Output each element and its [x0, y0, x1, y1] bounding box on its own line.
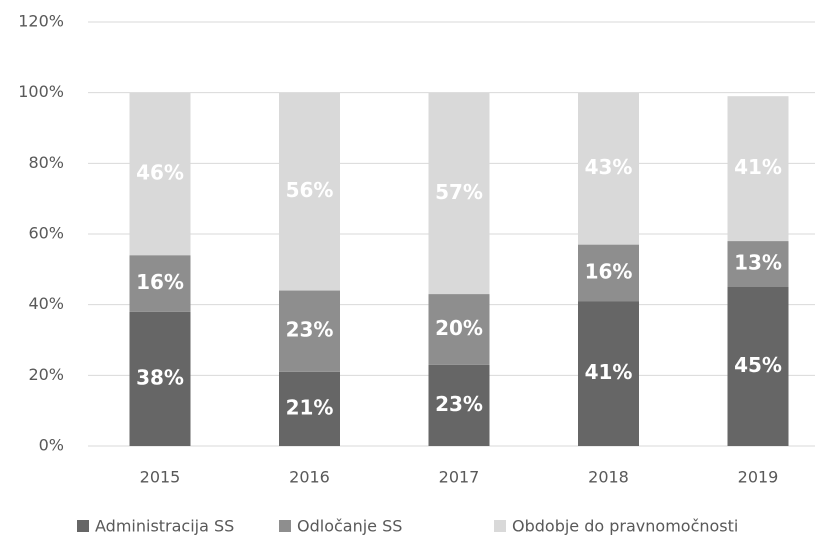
- bar-segment: [578, 244, 639, 302]
- data-label: 21%: [286, 395, 334, 419]
- legend-label: Odločanje SS: [297, 517, 402, 536]
- y-tick-label: 0%: [39, 436, 64, 455]
- data-label: 43%: [585, 155, 633, 179]
- x-tick-label: 2015: [140, 468, 181, 487]
- data-label: 38%: [136, 365, 184, 389]
- y-tick-label: 100%: [18, 82, 64, 101]
- bar-segment: [428, 364, 490, 446]
- bar-segment: [279, 290, 340, 372]
- legend-swatch: [279, 520, 291, 532]
- data-label: 13%: [734, 251, 782, 275]
- data-label: 46%: [136, 160, 184, 184]
- data-label: 45%: [734, 353, 782, 377]
- legend-label: Obdobje do pravnomočnosti: [512, 517, 738, 536]
- data-label: 16%: [585, 259, 633, 283]
- bar-segment: [279, 371, 340, 446]
- bar-segment: [129, 311, 191, 446]
- data-label: 23%: [286, 318, 334, 342]
- bar-segment: [129, 92, 191, 256]
- y-tick-label: 60%: [28, 224, 64, 243]
- bar-segment: [129, 255, 191, 312]
- y-tick-label: 120%: [18, 12, 64, 31]
- y-tick-label: 20%: [28, 365, 64, 384]
- y-tick-label: 40%: [28, 294, 64, 313]
- x-tick-label: 2018: [588, 468, 629, 487]
- bar-segment: [428, 294, 490, 365]
- data-label: 41%: [585, 360, 633, 384]
- bar-segment: [727, 287, 789, 446]
- y-tick-label: 80%: [28, 153, 64, 172]
- bar-segment: [578, 301, 639, 446]
- legend-swatch: [77, 520, 89, 532]
- bar-segment: [727, 241, 789, 287]
- data-label: 57%: [435, 180, 483, 204]
- legend-swatch: [494, 520, 506, 532]
- x-tick-label: 2016: [289, 468, 330, 487]
- bar-segment: [578, 92, 639, 245]
- bar-segment: [428, 92, 490, 295]
- data-label: 23%: [435, 392, 483, 416]
- bar-segment: [727, 96, 789, 242]
- legend-label: Administracija SS: [95, 517, 234, 536]
- bar-segment: [279, 92, 340, 291]
- x-tick-label: 2017: [439, 468, 480, 487]
- data-label: 16%: [136, 270, 184, 294]
- data-label: 20%: [435, 316, 483, 340]
- x-tick-label: 2019: [738, 468, 779, 487]
- data-label: 56%: [286, 178, 334, 202]
- data-label: 41%: [734, 155, 782, 179]
